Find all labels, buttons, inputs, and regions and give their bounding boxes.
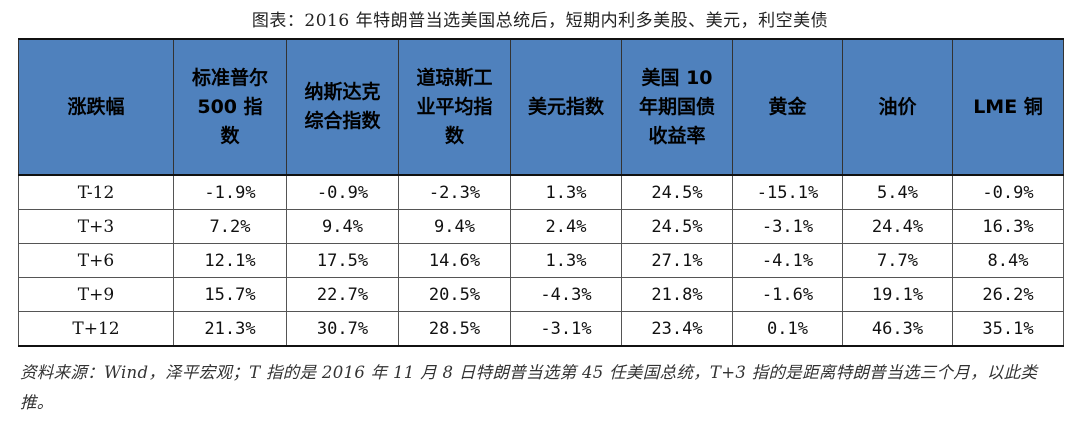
header-dow-jones: 道琼斯工业平均指数 — [398, 38, 511, 176]
table-cell: -4.3% — [510, 277, 622, 312]
figure-title: 图表：2016 年特朗普当选美国总统后，短期内利多美股、美元，利空美债 — [251, 11, 829, 31]
table-cell: 17.5% — [286, 243, 399, 278]
table-cell: 5.4% — [842, 175, 953, 210]
header-change: 涨跌幅 — [18, 38, 174, 176]
market-change-table: 涨跌幅 标准普尔 500 指数 纳斯达克综合指数 道琼斯工业平均指数 美元指数 … — [18, 38, 1064, 347]
table-cell: 7.2% — [173, 209, 287, 244]
table-cell: 9.4% — [286, 209, 399, 244]
header-lme-copper: LME 铜 — [952, 38, 1064, 176]
table-cell: -4.1% — [732, 243, 843, 278]
table-cell: -0.9% — [286, 175, 399, 210]
table-cell: 30.7% — [286, 311, 399, 347]
table-cell: -0.9% — [952, 175, 1064, 210]
table-cell: 23.4% — [621, 311, 733, 347]
table-cell: 7.7% — [842, 243, 953, 278]
table-cell: 14.6% — [398, 243, 511, 278]
table-cell: -3.1% — [510, 311, 622, 347]
row-label: T+9 — [18, 277, 174, 312]
table-cell: 26.2% — [952, 277, 1064, 312]
table-row: T+12 21.3% 30.7% 28.5% -3.1% 23.4% 0.1% … — [18, 311, 1064, 347]
table-cell: 12.1% — [173, 243, 287, 278]
row-label: T+3 — [18, 209, 174, 244]
table-cell: 22.7% — [286, 277, 399, 312]
table-cell: 20.5% — [398, 277, 511, 312]
table-cell: 0.1% — [732, 311, 843, 347]
table-cell: 21.3% — [173, 311, 287, 347]
header-us-10y-yield: 美国 10 年期国债收益率 — [621, 38, 733, 176]
table-cell: 46.3% — [842, 311, 953, 347]
table-cell: 35.1% — [952, 311, 1064, 347]
table-cell: -1.6% — [732, 277, 843, 312]
header-dollar-index: 美元指数 — [510, 38, 622, 176]
row-label: T+12 — [18, 311, 174, 347]
table-cell: 8.4% — [952, 243, 1064, 278]
table-row: T+3 7.2% 9.4% 9.4% 2.4% 24.5% -3.1% 24.4… — [18, 209, 1064, 244]
table-cell: 19.1% — [842, 277, 953, 312]
table-cell: 1.3% — [510, 243, 622, 278]
header-sp500: 标准普尔 500 指数 — [173, 38, 287, 176]
table-cell: 15.7% — [173, 277, 287, 312]
table-cell: -15.1% — [732, 175, 843, 210]
table-cell: 27.1% — [621, 243, 733, 278]
table-row: T-12 -1.9% -0.9% -2.3% 1.3% 24.5% -15.1%… — [18, 175, 1064, 210]
header-nasdaq: 纳斯达克综合指数 — [286, 38, 399, 176]
table-cell: 1.3% — [510, 175, 622, 210]
table-header-row: 涨跌幅 标准普尔 500 指数 纳斯达克综合指数 道琼斯工业平均指数 美元指数 … — [18, 38, 1064, 176]
header-gold: 黄金 — [732, 38, 843, 176]
table-cell: 21.8% — [621, 277, 733, 312]
header-oil: 油价 — [842, 38, 953, 176]
row-label: T-12 — [18, 175, 174, 210]
table-cell: -1.9% — [173, 175, 287, 210]
row-label: T+6 — [18, 243, 174, 278]
table-cell: 24.5% — [621, 175, 733, 210]
table-cell: 24.5% — [621, 209, 733, 244]
table-cell: 9.4% — [398, 209, 511, 244]
source-note: 资料来源：Wind，泽平宏观；T 指的是 2016 年 11 月 8 日特朗普当… — [20, 363, 1038, 412]
table-cell: -2.3% — [398, 175, 511, 210]
table-cell: 2.4% — [510, 209, 622, 244]
table-cell: 16.3% — [952, 209, 1064, 244]
table-cell: 24.4% — [842, 209, 953, 244]
table-row: T+6 12.1% 17.5% 14.6% 1.3% 27.1% -4.1% 7… — [18, 243, 1064, 278]
table-row: T+9 15.7% 22.7% 20.5% -4.3% 21.8% -1.6% … — [18, 277, 1064, 312]
table-cell: -3.1% — [732, 209, 843, 244]
table-cell: 28.5% — [398, 311, 511, 347]
